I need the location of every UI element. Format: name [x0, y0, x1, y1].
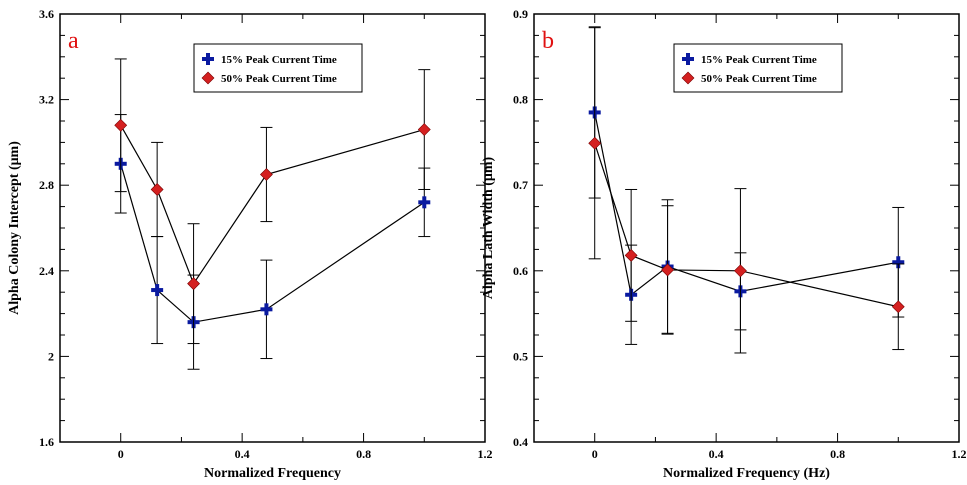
- panel-a-series-2: [114, 58, 431, 345]
- panel-b-x-tick-label: 1.2: [952, 447, 967, 461]
- panel-b-legend-marker-v: [686, 53, 690, 65]
- panel-b-legend-marker: [681, 71, 695, 85]
- panel-a-legend-label: 50% Peak Current Time: [221, 73, 337, 85]
- panel-a-legend-box: [193, 43, 363, 93]
- panel-a-legend-marker: [201, 71, 215, 85]
- panel-a-series-2-point: [417, 123, 431, 136]
- panel-a-y-tick-label: 2: [48, 349, 54, 363]
- panel-a-y-axis-label: Alpha Colony Intercept (μm): [7, 141, 22, 315]
- panel-a-series-1-line: [120, 163, 425, 323]
- panel-a-y-tick-label: 1.6: [39, 435, 54, 449]
- panel-b-y-tick-label: 0.7: [513, 178, 528, 192]
- panel-a-y-tick-label: 3.6: [39, 7, 54, 21]
- panel-b-series-2-point: [661, 263, 674, 277]
- panel-b-x-tick-label: 0.4: [709, 447, 724, 461]
- panel-b-series-2-point: [624, 248, 638, 262]
- panel-a-x-axis-label: Normalized Frequency: [204, 466, 341, 481]
- panel-b-legend-box: [673, 43, 843, 93]
- panel-a-legend-marker-v: [206, 53, 210, 65]
- panel-b-y-axis-label: Alpha Lath Width (μm): [481, 156, 496, 299]
- panel-a-series-1-point-v: [155, 284, 160, 297]
- panel-b: 0 0.4 0.8 1.2 0.4 0.5 0.6 0.7 0.8 0.9 Normalized F…: [481, 7, 967, 481]
- panel-b-y-tick-label: 0.5: [513, 349, 528, 363]
- panel-b-series-2-point: [588, 136, 602, 150]
- panel-a-x-tick-label: 0.4: [235, 447, 250, 461]
- panel-b-series-2: [588, 27, 905, 354]
- panel-a-series-1: [114, 114, 431, 370]
- panel-a: 0 0.4 0.8 1.2 1.6 2 2.4 2.8 3.2 3.6 Normalized Fre…: [7, 7, 493, 481]
- panel-b-y-tick-label: 0.8: [513, 93, 528, 107]
- panel-a-legend: 15% Peak Current Time 50% Peak Current Ti…: [193, 43, 363, 93]
- panel-a-series-2-point: [114, 118, 128, 132]
- panel-a-series-2-point: [150, 183, 164, 196]
- panel-b-x-tick-label: 0: [592, 447, 598, 461]
- panel-b-x-tick-label: 0.8: [830, 447, 845, 461]
- panel-a-x-tick-label: 1.2: [478, 447, 493, 461]
- panel-a-y-tick-label: 3.2: [39, 93, 54, 107]
- panel-b-legend: 15% Peak Current Time 50% Peak Current Ti…: [673, 43, 843, 93]
- panel-b-y-tick-label: 0.6: [513, 264, 528, 278]
- panel-b-x-axis-label: Normalized Frequency (Hz): [663, 466, 830, 481]
- panel-b-series-2-line: [594, 143, 899, 308]
- panel-a-y-tick-label: 2.8: [39, 178, 54, 192]
- panel-a-legend-label: 15% Peak Current Time: [221, 54, 337, 66]
- panel-a-x-tick-label: 0.8: [356, 447, 371, 461]
- panel-a-y-tick-label: 2.4: [39, 264, 54, 278]
- panel-a-series-1-point-v: [422, 196, 427, 209]
- panel-b-series-1-point-v: [896, 256, 901, 269]
- panel-a-series-1-point-v: [264, 303, 269, 316]
- panel-b-y-tick-label: 0.4: [513, 435, 528, 449]
- panel-a-series-2-point: [187, 277, 200, 291]
- panel-b-series-1-line: [594, 112, 899, 296]
- panel-b-letter: b: [542, 28, 554, 54]
- panel-a-series-2-line: [120, 124, 425, 285]
- panel-a-letter: a: [68, 28, 79, 54]
- panel-b-legend-label: 15% Peak Current Time: [701, 54, 817, 66]
- panel-b-legend-label: 50% Peak Current Time: [701, 73, 817, 85]
- panel-b-series-2-point: [734, 264, 747, 278]
- panel-a-series-2-point: [260, 168, 273, 181]
- panel-b-series-2-point: [891, 300, 905, 314]
- panel-b-y-tick-label: 0.9: [513, 7, 528, 21]
- panel-a-x-tick-label: 0: [118, 447, 124, 461]
